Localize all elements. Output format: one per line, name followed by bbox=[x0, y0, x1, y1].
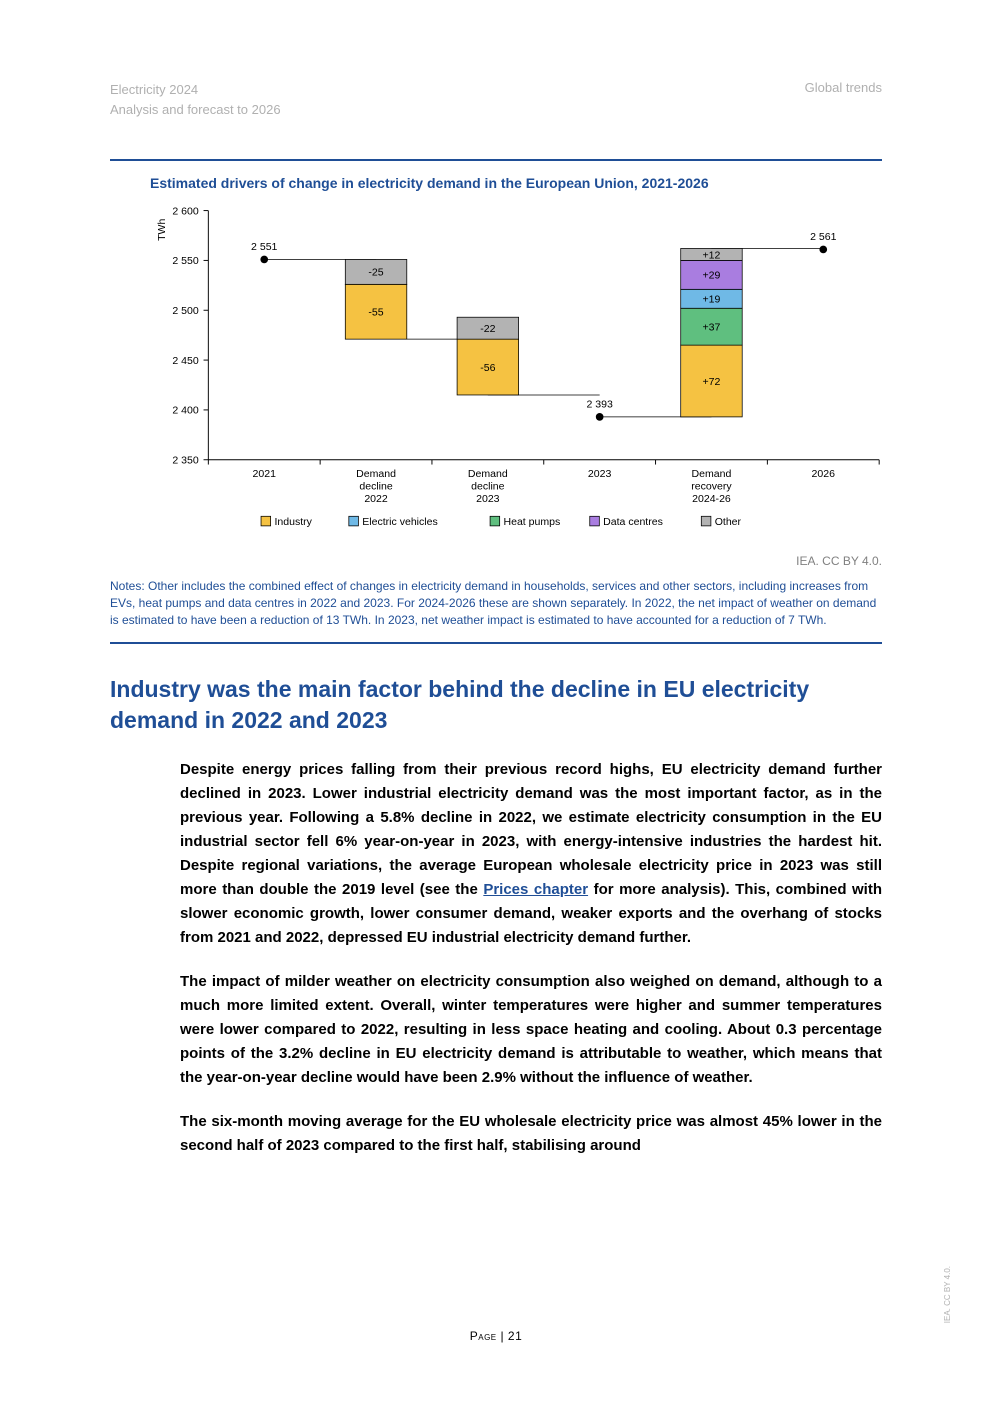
svg-text:+19: +19 bbox=[703, 294, 721, 306]
svg-text:2021: 2021 bbox=[253, 468, 277, 480]
svg-text:decline: decline bbox=[359, 480, 393, 492]
svg-text:decline: decline bbox=[471, 480, 505, 492]
svg-text:2024-26: 2024-26 bbox=[692, 493, 731, 505]
svg-text:2 550: 2 550 bbox=[172, 255, 198, 267]
chart-attribution: IEA. CC BY 4.0. bbox=[150, 554, 882, 568]
svg-text:2 500: 2 500 bbox=[172, 305, 198, 317]
doc-title: Electricity 2024 bbox=[110, 80, 281, 100]
top-divider bbox=[110, 159, 882, 161]
svg-text:recovery: recovery bbox=[691, 480, 732, 492]
body-paragraph-1: Despite energy prices falling from their… bbox=[180, 758, 882, 950]
section-label: Global trends bbox=[805, 80, 882, 119]
p1-text-a: Despite energy prices falling from their… bbox=[180, 761, 882, 898]
svg-text:Heat pumps: Heat pumps bbox=[504, 516, 561, 528]
svg-text:-25: -25 bbox=[368, 267, 383, 279]
svg-text:2 350: 2 350 bbox=[172, 455, 198, 467]
svg-text:2 450: 2 450 bbox=[172, 355, 198, 367]
chart-notes: Notes: Other includes the combined effec… bbox=[110, 578, 882, 628]
svg-text:Industry: Industry bbox=[274, 516, 312, 528]
svg-text:Demand: Demand bbox=[468, 468, 508, 480]
bottom-divider bbox=[110, 642, 882, 644]
svg-text:2022: 2022 bbox=[364, 493, 388, 505]
side-credit: IEA. CC BY 4.0. bbox=[943, 1266, 952, 1323]
section-heading: Industry was the main factor behind the … bbox=[110, 674, 882, 736]
svg-text:2 393: 2 393 bbox=[586, 398, 612, 410]
svg-text:Demand: Demand bbox=[692, 468, 732, 480]
page-number: Page | 21 bbox=[0, 1329, 992, 1343]
svg-text:2 400: 2 400 bbox=[172, 405, 198, 417]
svg-text:2 551: 2 551 bbox=[251, 241, 277, 253]
svg-text:2023: 2023 bbox=[476, 493, 500, 505]
page-header: Electricity 2024 Analysis and forecast t… bbox=[110, 80, 882, 119]
body-paragraph-2: The impact of milder weather on electric… bbox=[180, 970, 882, 1090]
svg-text:+72: +72 bbox=[703, 376, 721, 388]
svg-text:Demand: Demand bbox=[356, 468, 396, 480]
body-paragraph-3: The six-month moving average for the EU … bbox=[180, 1110, 882, 1158]
waterfall-chart: 2 350 2 400 2 450 2 500 2 550 2 600 TWh 2 551 20… bbox=[150, 201, 882, 546]
svg-text:Other: Other bbox=[715, 516, 742, 528]
prices-chapter-link[interactable]: Prices chapter bbox=[483, 881, 588, 898]
svg-text:+29: +29 bbox=[703, 270, 721, 282]
svg-text:Electric vehicles: Electric vehicles bbox=[362, 516, 438, 528]
doc-subtitle: Analysis and forecast to 2026 bbox=[110, 100, 281, 120]
svg-text:-22: -22 bbox=[480, 323, 495, 335]
svg-text:2023: 2023 bbox=[588, 468, 612, 480]
svg-text:2 600: 2 600 bbox=[172, 205, 198, 217]
svg-text:-55: -55 bbox=[368, 307, 383, 319]
svg-text:+37: +37 bbox=[703, 322, 721, 334]
svg-text:Data centres: Data centres bbox=[603, 516, 663, 528]
svg-text:+12: +12 bbox=[703, 249, 721, 261]
svg-text:TWh: TWh bbox=[156, 218, 168, 240]
svg-text:2 561: 2 561 bbox=[810, 231, 836, 243]
svg-text:-56: -56 bbox=[480, 362, 495, 374]
chart-title: Estimated drivers of change in electrici… bbox=[150, 175, 882, 191]
svg-text:2026: 2026 bbox=[812, 468, 836, 480]
